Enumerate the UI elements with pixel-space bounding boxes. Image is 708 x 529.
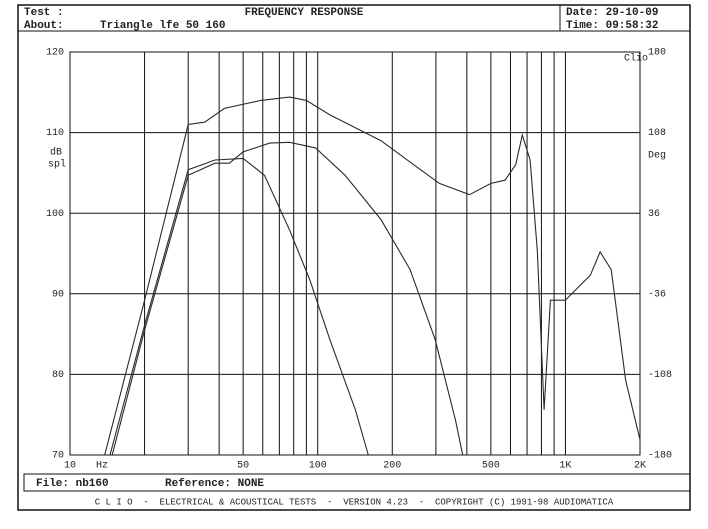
y2-tick-label: 36 — [648, 209, 660, 220]
footer-box — [23, 473, 691, 492]
file: File: nb160 — [36, 478, 109, 490]
y2-tick-label: -36 — [648, 289, 666, 300]
frame — [17, 4, 691, 511]
x-tick-label: 100 — [309, 461, 327, 472]
line-series — [109, 157, 369, 456]
corner-label: Clio — [624, 53, 648, 65]
line-series — [104, 96, 641, 456]
x-tick-label: 2K — [634, 461, 646, 472]
y2-tick-label: -108 — [648, 370, 672, 381]
about: Triangle lfe 50 160 — [100, 20, 225, 32]
x-tick-label: 1K — [559, 461, 571, 472]
y-tick-label: 90 — [52, 289, 64, 300]
y-tick-label: 70 — [52, 451, 64, 462]
test-label: Test : — [24, 7, 64, 19]
credits: C L I O - ELECTRICAL & ACOUSTICAL TESTS … — [95, 497, 614, 507]
title: FREQUENCY RESPONSE — [245, 7, 364, 19]
x-tick-label: 50 — [237, 461, 249, 472]
x-tick-label: 10 — [64, 461, 76, 472]
y-tick-label: 110 — [46, 128, 64, 139]
about-label: About: — [24, 20, 64, 32]
y-label: dB — [50, 147, 62, 159]
time: Time: 09:58:32 — [566, 20, 658, 32]
y2-tick-label: 180 — [648, 48, 666, 59]
reference: Reference: NONE — [165, 478, 264, 490]
x-label: Hz — [96, 461, 108, 472]
x-tick-label: 200 — [383, 461, 401, 472]
y-label: spl — [48, 159, 66, 171]
line-series — [111, 141, 464, 456]
y2-tick-label: -180 — [648, 451, 672, 462]
y-tick-label: 120 — [46, 48, 64, 59]
y-tick-label: 100 — [46, 209, 64, 220]
y-tick-label: 80 — [52, 370, 64, 381]
x-tick-label: 500 — [482, 461, 500, 472]
y2-label: Deg — [648, 151, 666, 162]
y2-tick-label: 108 — [648, 128, 666, 139]
date: Date: 29-10-09 — [566, 7, 658, 19]
